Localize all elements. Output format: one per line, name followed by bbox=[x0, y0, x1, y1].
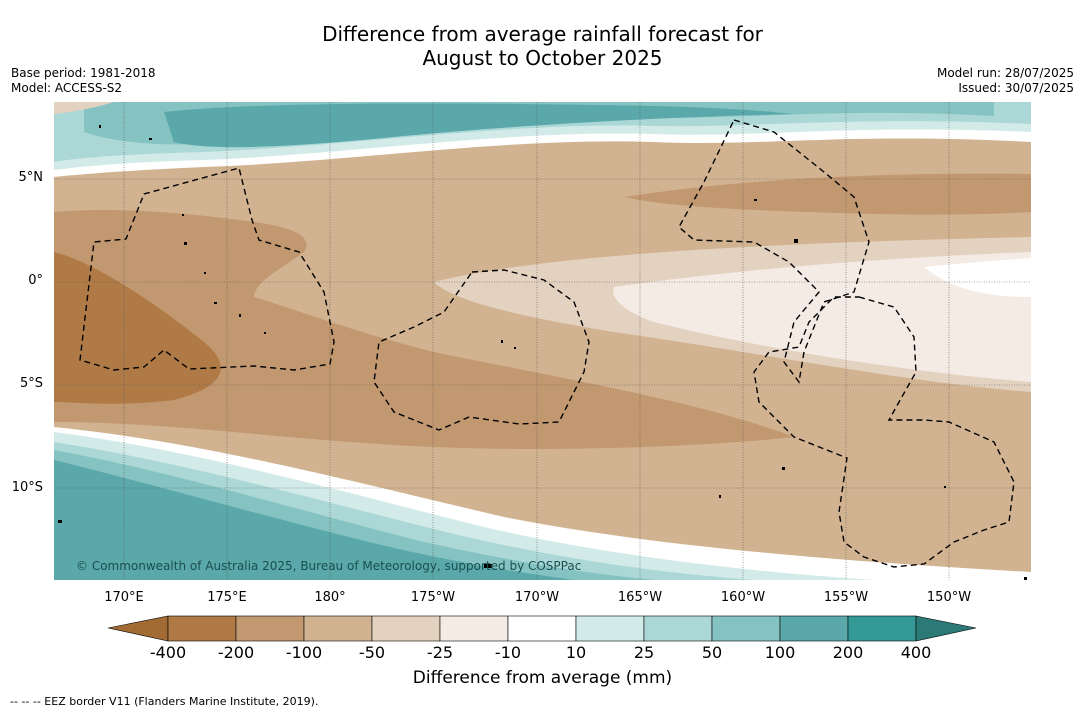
colorbar-bin-9 bbox=[711, 615, 781, 642]
colorbar-tick: 200 bbox=[832, 643, 864, 662]
lon-label-170w: 170°W bbox=[514, 590, 560, 605]
base-period-label: Base period: 1981-2018 bbox=[11, 66, 156, 80]
colorbar-bin-10 bbox=[779, 615, 849, 642]
north-band-100-200 bbox=[164, 103, 794, 148]
lon-label-155w: 155°W bbox=[823, 590, 869, 605]
colorbar-tick: 100 bbox=[764, 643, 796, 662]
colorbar-bin-1 bbox=[167, 615, 237, 642]
colorbar-tick: -50 bbox=[358, 643, 386, 662]
north-corner-dry bbox=[54, 102, 114, 114]
islands bbox=[58, 125, 1027, 580]
colorbar-lower-extend bbox=[107, 615, 169, 642]
lon-label-175w: 175°W bbox=[410, 590, 456, 605]
colorbar-tick: 50 bbox=[701, 643, 723, 662]
colorbar-tick: -100 bbox=[285, 643, 323, 662]
colorbar-tick: -200 bbox=[217, 643, 255, 662]
map-title-line2: August to October 2025 bbox=[422, 46, 663, 70]
western-dry-core bbox=[54, 252, 221, 404]
model-label: Model: ACCESS-S2 bbox=[11, 81, 123, 95]
eez-border-west bbox=[79, 167, 335, 371]
colorbar-tick: -10 bbox=[494, 643, 522, 662]
colorbar-bin-5 bbox=[439, 615, 509, 642]
eez-border-southeast bbox=[753, 296, 1015, 568]
lon-label-180: 180° bbox=[314, 590, 346, 605]
model-run-label: Model run: 28/07/2025 bbox=[936, 66, 1074, 80]
colorbar-bin-4 bbox=[371, 615, 441, 642]
colorbar-bin-6 bbox=[507, 615, 577, 642]
issued-label: Issued: 30/07/2025 bbox=[958, 81, 1074, 95]
equatorial-lightest-band bbox=[613, 252, 1031, 382]
lat-label-5n: 5°N bbox=[18, 170, 44, 185]
colorbar-bin-3 bbox=[303, 615, 373, 642]
colorbar-tick: 400 bbox=[900, 643, 932, 662]
colorbar-bin-7 bbox=[575, 615, 645, 642]
eez-legend-note: -- -- -- EEZ border V11 (Flanders Marine… bbox=[10, 695, 319, 708]
western-dry-tongue bbox=[54, 210, 794, 449]
lon-label-165w: 165°W bbox=[617, 590, 663, 605]
rainfall-map bbox=[54, 102, 1031, 580]
graticule bbox=[54, 102, 1031, 580]
lat-label-5s: 5°S bbox=[19, 376, 43, 391]
eez-border-northeast bbox=[678, 119, 870, 384]
colorbar-bin-11 bbox=[847, 615, 917, 642]
colorbar-tick: 25 bbox=[633, 643, 655, 662]
colorbar-tick: -25 bbox=[426, 643, 454, 662]
north-east-dry-core bbox=[624, 173, 1031, 215]
lat-label-10s: 10°S bbox=[11, 480, 43, 495]
eez-border-central bbox=[373, 269, 590, 431]
colorbar-title: Difference from average (mm) bbox=[412, 668, 673, 688]
colorbar bbox=[107, 615, 977, 642]
colorbar-tick: 10 bbox=[565, 643, 587, 662]
colorbar-tick: -400 bbox=[149, 643, 187, 662]
eez-borders bbox=[79, 119, 1015, 568]
lat-label-0: 0° bbox=[28, 273, 43, 288]
lon-label-150w: 150°W bbox=[926, 590, 972, 605]
equatorial-neutral-patch bbox=[924, 258, 1031, 297]
map-title-line1: Difference from average rainfall forecas… bbox=[322, 22, 763, 46]
colorbar-bin-8 bbox=[643, 615, 713, 642]
lon-label-175e: 175°E bbox=[207, 590, 247, 605]
colorbar-upper-extend bbox=[915, 615, 977, 642]
lon-label-160w: 160°W bbox=[720, 590, 766, 605]
copyright-notice: © Commonwealth of Australia 2025, Bureau… bbox=[76, 559, 582, 573]
lon-label-170e: 170°E bbox=[104, 590, 144, 605]
south-band-100-200 bbox=[54, 460, 574, 580]
colorbar-bin-2 bbox=[235, 615, 305, 642]
